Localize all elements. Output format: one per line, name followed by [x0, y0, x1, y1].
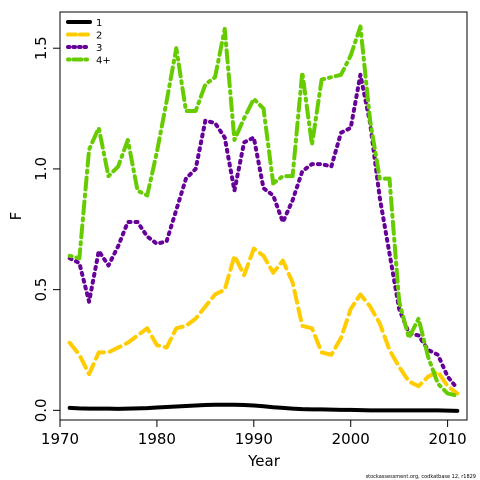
x-tick-label: 2000	[332, 430, 370, 448]
series-line-4	[67, 24, 460, 398]
y-axis-title: F	[7, 212, 25, 221]
series-layer	[67, 24, 460, 413]
x-tick-label: 2010	[429, 430, 467, 448]
y-tick-label: 0.0	[32, 398, 50, 422]
x-tick-label: 1970	[41, 430, 79, 448]
axes: 1970 1980 1990 2000 2010 0.0 0.5 1.0 1.5	[32, 36, 467, 448]
y-tick-label: 1.5	[32, 36, 50, 60]
series-line-1	[67, 402, 460, 413]
x-tick-label: 1980	[138, 430, 176, 448]
y-tick-label: 0.5	[32, 278, 50, 302]
legend-label: 1	[96, 18, 102, 29]
legend-label: 2	[96, 31, 102, 42]
credit-text: stockassessment.org, codkatbase 12, r182…	[366, 474, 476, 480]
y-tick-label: 1.0	[32, 157, 50, 181]
legend: 1 23 4+	[66, 18, 111, 67]
x-axis-title: Year	[247, 452, 281, 470]
x-tick-label: 1990	[235, 430, 273, 448]
legend-label: 3	[96, 43, 102, 54]
series-line-3	[67, 72, 460, 391]
legend-label: 4+	[96, 56, 111, 67]
series-line-2	[67, 246, 460, 396]
plot-frame	[59, 11, 468, 421]
